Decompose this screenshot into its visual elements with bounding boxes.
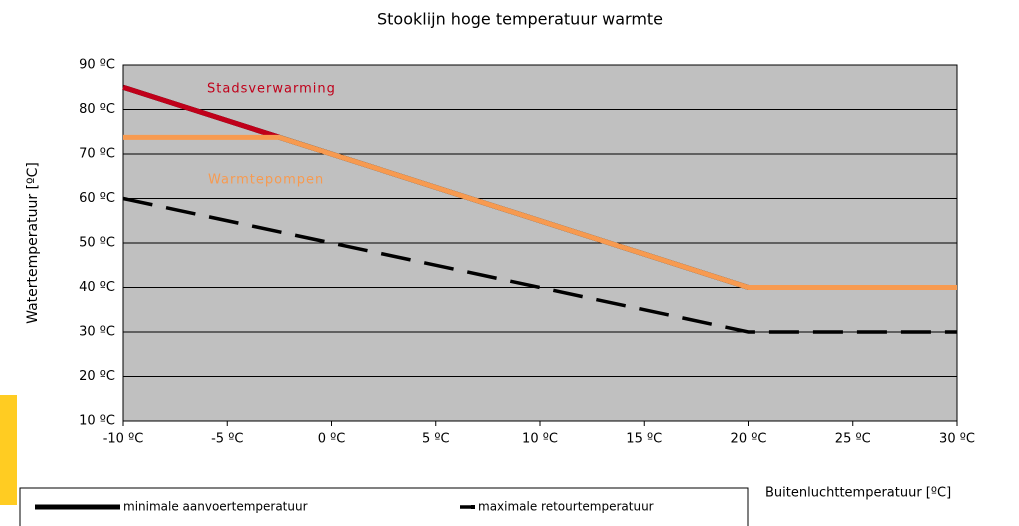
y-tick-label: 40 ºC bbox=[79, 280, 115, 295]
x-tick-label: 25 ºC bbox=[835, 432, 871, 447]
x-tick-label: 20 ºC bbox=[731, 432, 767, 447]
legend-label: maximale retourtemperatuur bbox=[478, 500, 654, 514]
y-tick-label: 60 ºC bbox=[79, 191, 115, 206]
series-line bbox=[123, 134, 957, 290]
x-tick-label: 5 ºC bbox=[422, 432, 450, 447]
x-axis-label: Buitenluchttemperatuur [ºC] bbox=[765, 486, 951, 501]
legend bbox=[19, 487, 749, 526]
y-tick-label: 20 ºC bbox=[79, 369, 115, 384]
y-tick-label: 90 ºC bbox=[79, 58, 115, 73]
x-tick-label: 15 ºC bbox=[626, 432, 662, 447]
chart-title: Stooklijn hoge temperatuur warmte bbox=[377, 10, 663, 29]
series-line bbox=[122, 196, 957, 334]
legend-label: minimale aanvoertemperatuur bbox=[123, 500, 308, 514]
x-tick-label: 10 ºC bbox=[522, 432, 558, 447]
x-tick-label: 30 ºC bbox=[939, 432, 975, 447]
y-tick-label: 70 ºC bbox=[79, 147, 115, 162]
side-marker bbox=[0, 395, 17, 505]
x-tick-label: -5 ºC bbox=[211, 432, 243, 447]
x-tick-label: -10 ºC bbox=[103, 432, 144, 447]
series-line bbox=[122, 84, 281, 140]
y-tick-label: 80 ºC bbox=[79, 102, 115, 117]
legend-swatch-marker bbox=[471, 505, 475, 509]
y-tick-label: 10 ºC bbox=[79, 414, 115, 429]
y-tick-label: 30 ºC bbox=[79, 325, 115, 340]
series-label: Warmtepompen bbox=[208, 173, 324, 188]
y-tick-label: 50 ºC bbox=[79, 236, 115, 251]
x-tick-label: 0 ºC bbox=[318, 432, 346, 447]
series-label: Stadsverwarming bbox=[207, 82, 336, 97]
y-axis-label: Watertemperatuur [ºC] bbox=[25, 162, 41, 324]
